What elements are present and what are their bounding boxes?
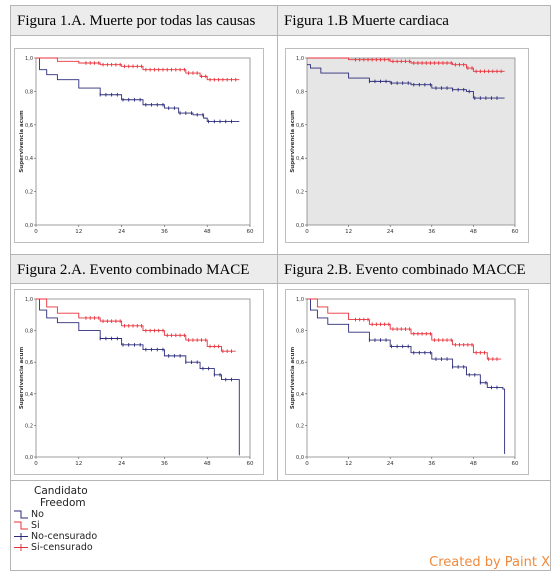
header-fig1b: Figura 1.B Muerte cardiaca [278,6,550,36]
x-tick-label: 12 [75,461,82,467]
series-line-no [307,64,505,99]
header-fig2b: Figura 2.B. Evento combinado MACCE [278,254,550,284]
header-fig1a: Figura 1.A. Muerte por todas las causas [11,6,277,36]
y-tick-label: 1,0 [25,297,33,303]
x-tick-label: 48 [204,461,211,467]
legend-title-line2: Freedom [40,497,86,509]
legend-label-si: Si [31,520,40,531]
x-tick-label: 60 [247,229,254,235]
y-tick-label: 0,4 [296,392,304,398]
x-tick-label: 60 [247,461,254,467]
x-tick-label: 36 [428,229,435,235]
x-tick-label: 12 [345,461,352,467]
y-tick-label: 0,0 [25,455,33,461]
x-tick-label: 48 [204,229,211,235]
table-divider-bottom [11,480,550,481]
y-axis-label: Supervivencia acum [290,110,296,173]
legend-swatch-si [14,521,28,530]
y-axis-label: Supervivencia acum [19,110,25,173]
x-tick-label: 60 [512,229,519,235]
y-tick-label: 0,8 [296,329,304,335]
header-fig2a: Figura 2.A. Evento combinado MACE [11,254,277,284]
x-tick-label: 12 [345,229,352,235]
series-line-si [307,298,502,360]
y-tick-label: 0,4 [296,156,304,162]
y-tick-label: 1,0 [25,56,33,62]
y-tick-label: 0,2 [296,190,304,196]
legend-item-no: No [14,509,97,520]
y-tick-label: 0,6 [296,360,304,366]
chart-fig1b: 0,0 0,2 0,4 0,6 0,8 1,0 0 12 24 36 48 60 Supervivenc… [285,48,529,243]
legend-label-si-censurado: Si-censurado [31,542,93,553]
x-tick-label: 24 [118,461,125,467]
legend-item-si-censurado: Si-censurado [14,542,97,553]
plot-area [35,298,251,458]
y-tick-label: 0,2 [296,423,304,429]
x-tick-label: 0 [305,229,309,235]
table-divider-vertical [277,5,278,480]
y-tick-label: 1,0 [296,297,304,303]
series-line-no [307,298,506,454]
x-tick-label: 24 [387,229,394,235]
plot-area [306,298,516,458]
x-tick-label: 60 [512,461,519,467]
x-tick-label: 0 [34,461,38,467]
x-tick-label: 36 [161,461,168,467]
y-tick-label: 0,0 [25,223,33,229]
series-line-no [36,298,240,456]
legend-item-si: Si [14,520,97,531]
x-tick-label: 0 [305,461,309,467]
chart-fig1a: 0,0 0,2 0,4 0,6 0,8 1,0 0 12 24 36 48 60 Supervivenc… [14,48,264,243]
series-line-si [36,298,236,352]
series-line-no [36,57,240,122]
x-tick-label: 12 [75,229,82,235]
y-tick-label: 0,8 [25,89,33,95]
chart-fig2b: 0,0 0,2 0,4 0,6 0,8 1,0 0 12 24 36 48 60 Supervivenc… [285,289,529,475]
x-tick-label: 24 [118,229,125,235]
legend-label-no-censurado: No-censurado [31,531,98,542]
x-tick-label: 24 [387,461,394,467]
chart-fig2a: 0,0 0,2 0,4 0,6 0,8 1,0 0 12 24 36 48 60 Supervivenc… [14,289,264,475]
y-tick-label: 0,0 [296,223,304,229]
plot-area [306,57,516,226]
x-tick-label: 48 [470,229,477,235]
legend-swatch-no-censurado [14,533,28,540]
legend: Candidato Freedom No Si No-censurado Si-… [14,485,97,553]
y-tick-label: 0,4 [25,392,33,398]
x-tick-label: 48 [470,461,477,467]
y-tick-label: 0,6 [25,360,33,366]
legend-item-no-censurado: No-censurado [14,531,97,542]
y-tick-label: 0,0 [296,455,304,461]
y-tick-label: 0,6 [296,123,304,129]
legend-swatch-no [14,510,28,519]
legend-swatch-si-censurado [14,544,28,551]
legend-label-no: No [31,509,44,520]
y-tick-label: 0,2 [25,190,33,196]
figure-table [10,5,551,571]
y-tick-label: 0,8 [296,89,304,95]
y-tick-label: 1,0 [296,56,304,62]
x-tick-label: 36 [161,229,168,235]
y-tick-label: 0,6 [25,123,33,129]
series-line-si [307,57,505,72]
y-tick-label: 0,8 [25,329,33,335]
watermark: Created by Paint X [429,555,550,570]
y-tick-label: 0,2 [25,423,33,429]
x-tick-label: 0 [34,229,38,235]
legend-title-line1: Candidato [34,485,88,497]
y-axis-label: Supervivencia acum [19,347,25,410]
x-tick-label: 36 [428,461,435,467]
plot-area [35,57,251,226]
y-axis-label: Supervivencia acum [290,347,296,410]
y-tick-label: 0,4 [25,156,33,162]
